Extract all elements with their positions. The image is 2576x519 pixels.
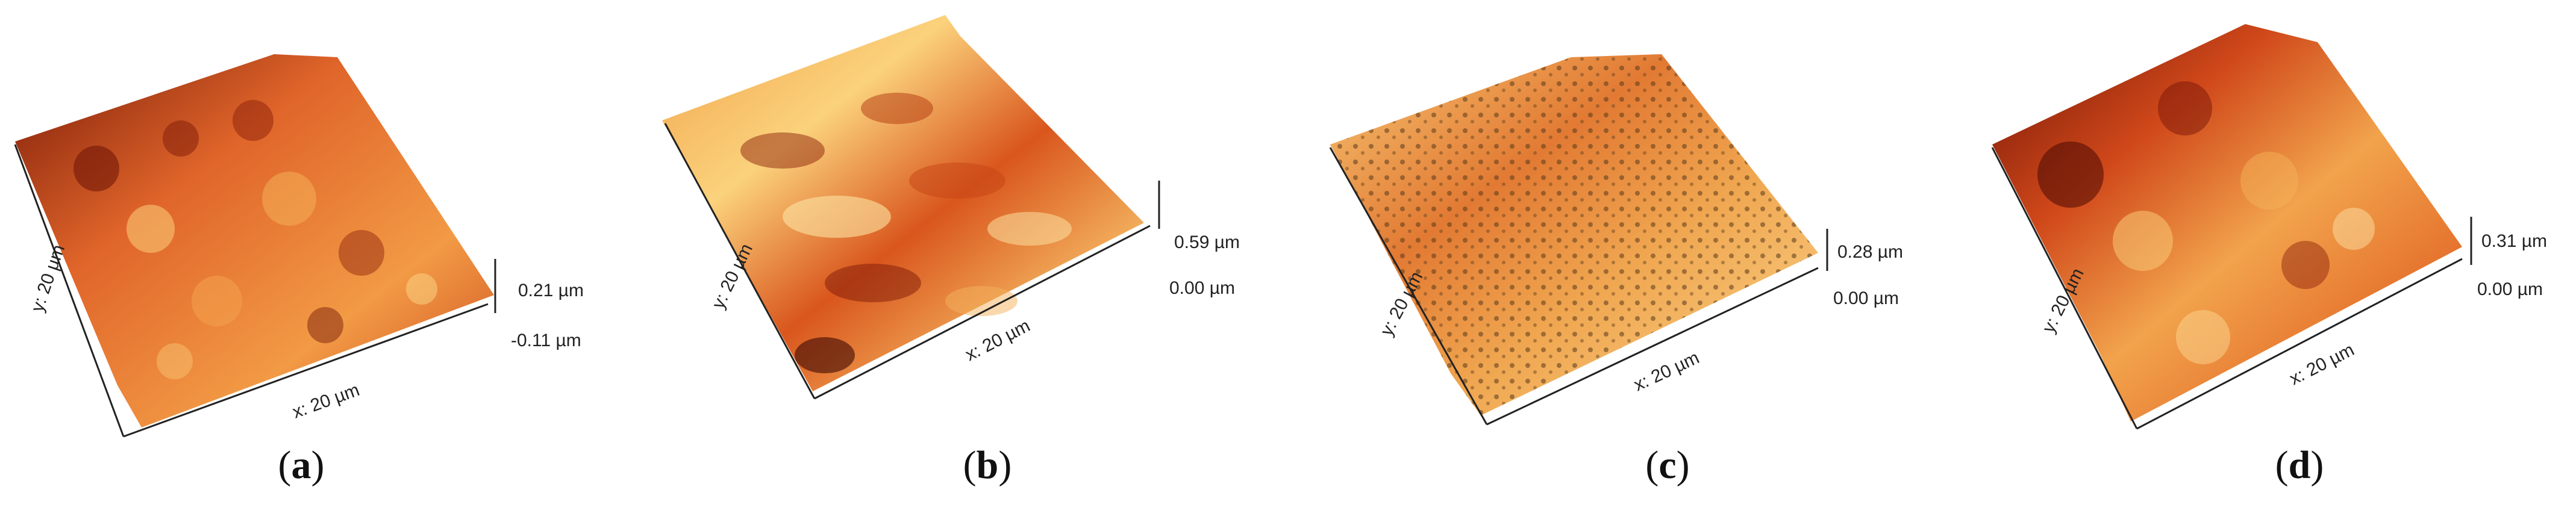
- axes-d: [1991, 147, 2472, 430]
- afm-panel-c: y: 20 µm x: 20 µm 0.28 µm 0.00 µm (c): [1288, 0, 1932, 519]
- surface-b: [662, 15, 1144, 391]
- surface-texture-d: [2037, 81, 2375, 364]
- caption-close-a: ): [311, 443, 325, 487]
- z-max-label-c: 0.28 µm: [1837, 242, 1903, 262]
- x-axis-label-b: x: 20 µm: [962, 315, 1033, 365]
- y-axis-label-a: y: 20 µm: [27, 242, 69, 314]
- caption-letter-a: a: [291, 443, 311, 487]
- surface-a: [15, 54, 494, 427]
- caption-open-d: (: [2275, 443, 2289, 487]
- x-axis-label-a: x: 20 µm: [290, 380, 362, 423]
- afm-3d-plot-a: y: 20 µm x: 20 µm 0.21 µm -0.11 µm: [14, 54, 584, 438]
- axes-c: [1329, 147, 1828, 426]
- axes-a: [14, 144, 496, 438]
- caption-a: (a): [241, 443, 361, 488]
- x-axis-label-d: x: 20 µm: [2286, 340, 2357, 389]
- caption-open-c: (: [1645, 443, 1659, 487]
- z-min-label-c: 0.00 µm: [1833, 288, 1899, 308]
- afm-3d-plot-b: y: 20 µm x: 20 µm 0.59 µm 0.00 µm: [662, 15, 1240, 400]
- x-axis-label-c: x: 20 µm: [1631, 348, 1702, 396]
- z-max-label-d: 0.31 µm: [2481, 231, 2547, 251]
- caption-open-b: (: [963, 443, 977, 487]
- z-max-label-b: 0.59 µm: [1174, 232, 1240, 252]
- afm-3d-plot-d: y: 20 µm x: 20 µm 0.31 µm 0.00 µm: [1991, 24, 2547, 430]
- caption-c: (c): [1607, 443, 1728, 488]
- z-min-label-a: -0.11 µm: [511, 331, 581, 350]
- surface-d: [1992, 24, 2462, 421]
- z-max-label-a: 0.21 µm: [518, 281, 584, 300]
- surface-pits-c: [1330, 54, 1818, 415]
- caption-open-a: (: [278, 443, 292, 487]
- caption-letter-b: b: [976, 443, 999, 487]
- caption-close-b: ): [998, 443, 1012, 487]
- surface-texture-a: [73, 100, 437, 379]
- caption-b: (b): [927, 443, 1048, 488]
- z-min-label-d: 0.00 µm: [2477, 279, 2543, 299]
- caption-close-c: ): [1676, 443, 1690, 487]
- afm-panel-a: y: 20 µm x: 20 µm 0.21 µm -0.11 µm (a): [0, 0, 644, 519]
- axes-b: [664, 123, 1160, 400]
- afm-panel-d: y: 20 µm x: 20 µm 0.31 µm 0.00 µm (d): [1932, 0, 2576, 519]
- caption-d: (d): [2239, 443, 2360, 488]
- surface-texture-b: [740, 93, 1072, 373]
- caption-letter-c: c: [1658, 443, 1677, 487]
- caption-close-d: ): [2310, 443, 2324, 487]
- afm-3d-plot-c: y: 20 µm x: 20 µm 0.28 µm 0.00 µm: [1329, 54, 1903, 426]
- z-min-label-b: 0.00 µm: [1169, 278, 1235, 298]
- afm-panel-b: y: 20 µm x: 20 µm 0.59 µm 0.00 µm (b): [644, 0, 1288, 519]
- caption-letter-d: d: [2288, 443, 2311, 487]
